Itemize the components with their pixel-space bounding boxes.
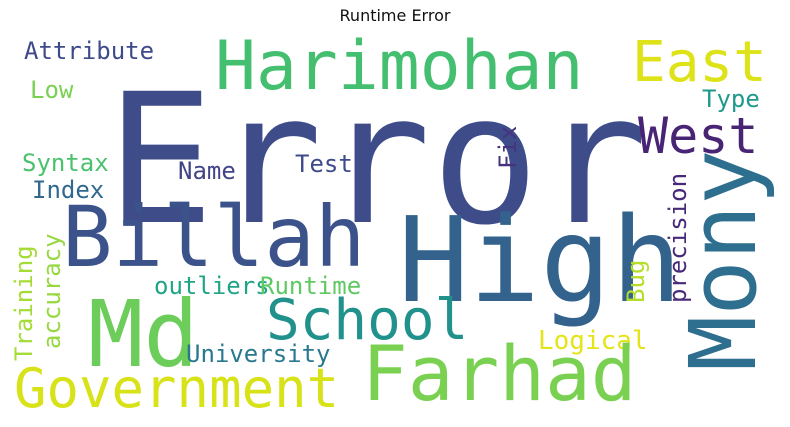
word-attribute: Attribute [24,37,155,65]
word-outliers: outliers [154,272,270,300]
word-precision: precision [664,172,692,303]
word-billah: Billah [62,188,366,286]
word-syntax: Syntax [22,149,109,177]
word-harimohan: Harimohan [215,27,584,106]
word-farhad: Farhad [362,329,637,418]
word-bug: Bug [622,259,650,303]
word-test: Test [295,150,353,178]
word-west: West [638,107,759,165]
word-index: Index [32,176,105,204]
word-cloud: Error Harimohan East Attribute Low Type … [10,31,780,418]
word-accuracy: accuracy [38,233,66,349]
word-fix: Fix [494,125,522,169]
word-university: University [186,340,331,368]
word-government: Government [14,357,340,420]
word-high: High [398,191,683,329]
word-error: Error [106,56,648,265]
word-name: Name [178,157,236,185]
word-md: Md [88,281,199,388]
word-runtime: Runtime [260,272,362,300]
word-training: Training [10,245,38,361]
word-type: Type [702,85,760,113]
chart-title: Runtime Error [339,6,451,25]
word-school: School [266,288,469,353]
word-east: East [632,30,767,95]
word-low: Low [30,76,74,104]
word-logical: Logical [538,326,648,356]
